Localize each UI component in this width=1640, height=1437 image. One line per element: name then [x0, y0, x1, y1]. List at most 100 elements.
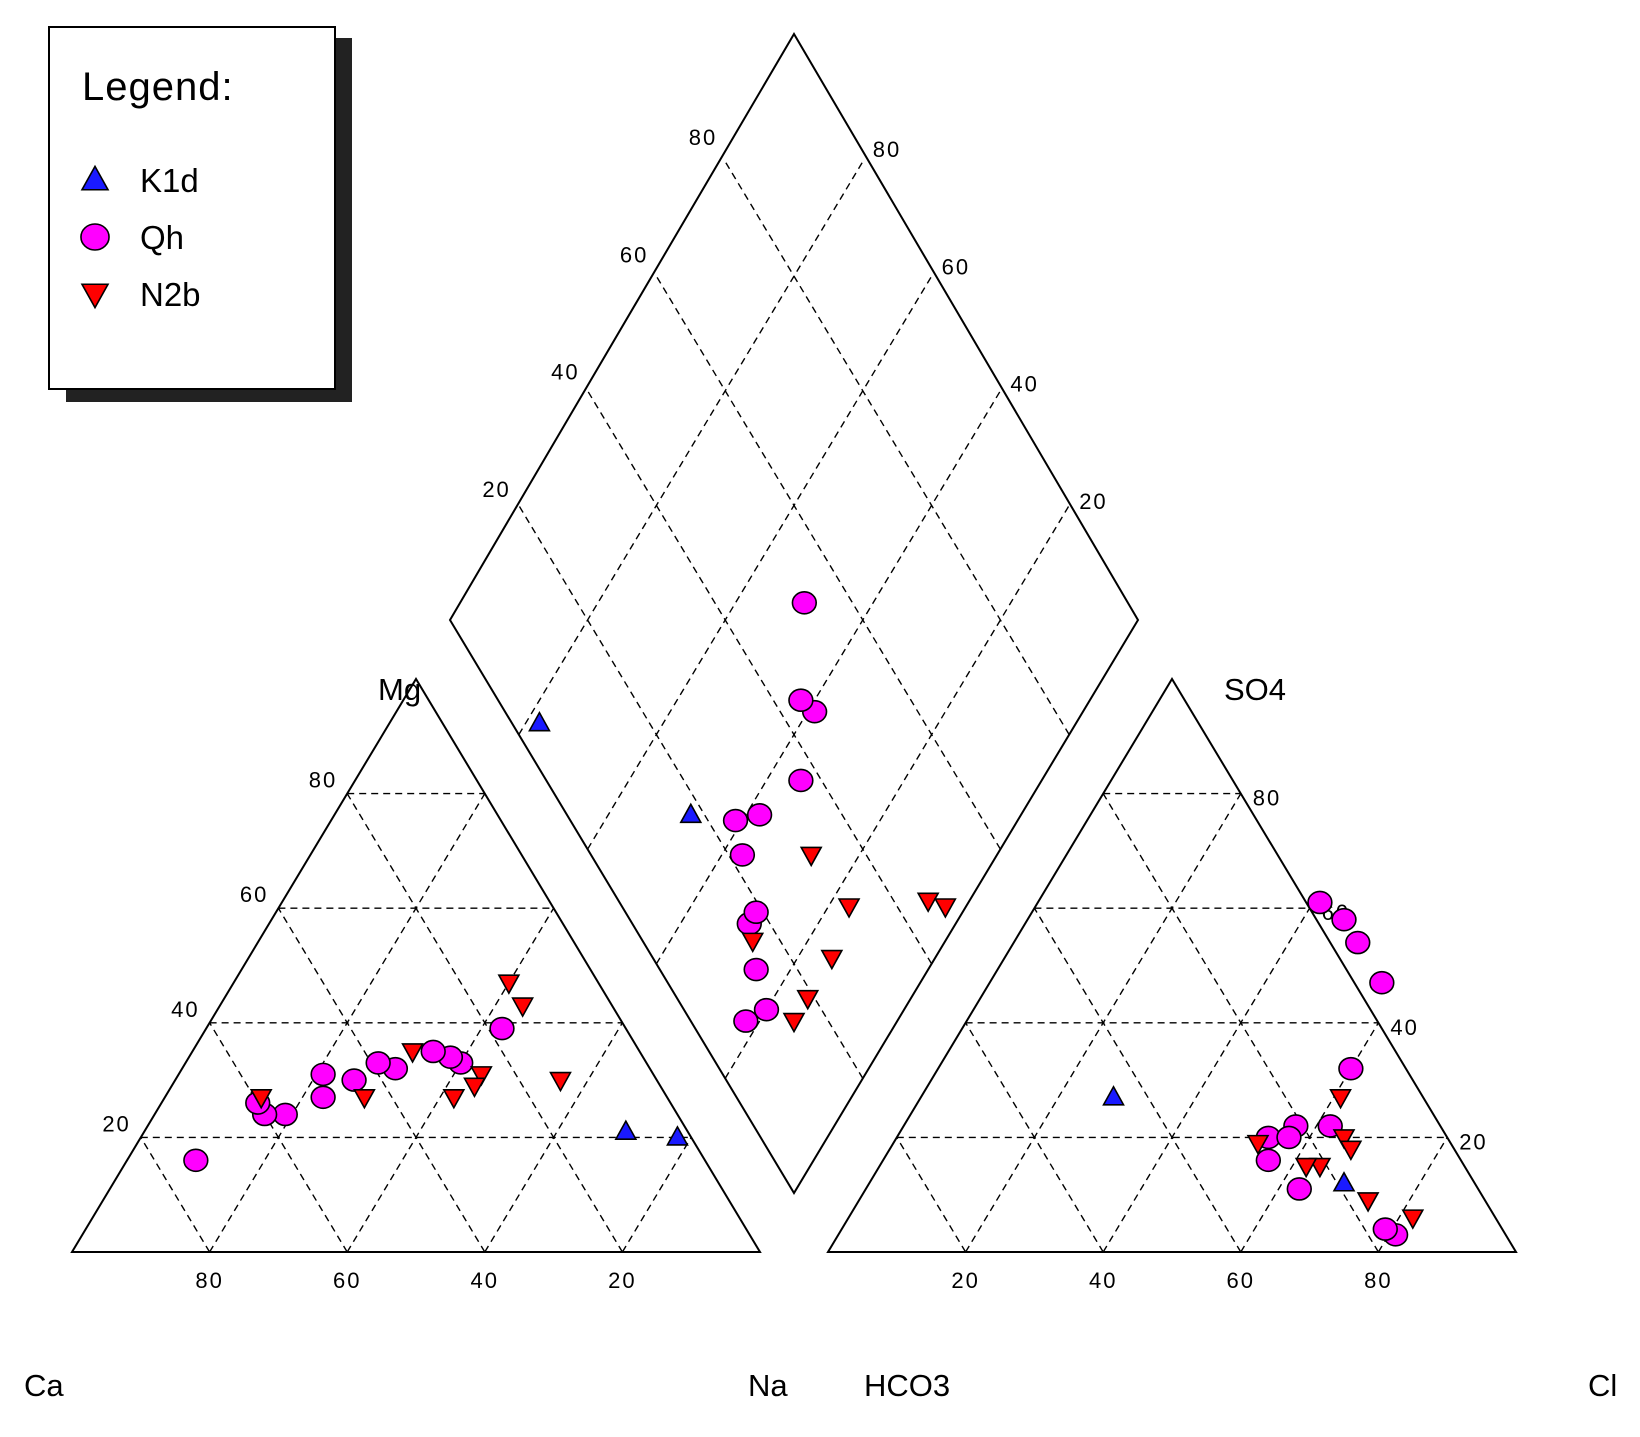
cation-point — [353, 1088, 376, 1110]
cation-point — [442, 1088, 466, 1110]
diamond-grid-line — [655, 390, 1002, 965]
diamond-right-tick: 40 — [1010, 372, 1038, 397]
cation-point — [666, 1125, 689, 1146]
diamond-left-tick: 20 — [482, 477, 510, 502]
diamond-grid-line — [586, 275, 933, 850]
diamond-point — [722, 808, 749, 833]
diamond-grid-line — [724, 161, 1070, 735]
axis-label-na: Na — [748, 1368, 788, 1403]
cation-grid-line — [484, 1022, 624, 1253]
anion-point — [1255, 1148, 1281, 1173]
cation-point — [310, 1085, 336, 1110]
anion-point — [1339, 1140, 1363, 1162]
anion-point — [1307, 890, 1333, 915]
diamond-point — [679, 802, 703, 824]
legend-title: Legend: — [82, 65, 234, 109]
series-N2b — [249, 846, 1425, 1230]
axis-labels: Mg Ca Na SO4 HCO3 Cl — [24, 672, 1617, 1403]
cation-left-tick: 20 — [102, 1111, 130, 1136]
cation-bottom-tick: 40 — [471, 1268, 499, 1293]
diamond-point — [782, 1012, 806, 1034]
cation-left-tick: 80 — [309, 768, 337, 793]
anion-grid-line — [964, 1022, 1104, 1253]
cation-point — [310, 1062, 336, 1087]
anion-point — [1356, 1192, 1380, 1213]
cation-grid-line — [140, 1137, 211, 1253]
axis-label-so4: SO4 — [1224, 672, 1286, 707]
cation-grid-line — [277, 907, 486, 1253]
anion-grid-line — [1377, 1137, 1448, 1253]
diamond-grid-line — [518, 161, 864, 735]
anion-point — [1332, 1171, 1356, 1192]
diamond-point — [743, 957, 769, 982]
diamond-left-tick: 60 — [620, 242, 648, 267]
diamond-point — [733, 1009, 759, 1033]
diamond-field — [448, 32, 1140, 1195]
diamond-point — [743, 900, 769, 925]
cation-left-tick: 60 — [240, 882, 268, 907]
anion-grid-line — [1102, 907, 1311, 1253]
diamond-point — [753, 997, 780, 1022]
diamond-left-tick: 80 — [689, 125, 717, 150]
legend-label: Qh — [140, 219, 184, 256]
cation-point — [549, 1071, 572, 1093]
cation-point — [489, 1016, 515, 1041]
diamond-point — [820, 949, 844, 971]
diamond-point — [788, 688, 814, 713]
anion-point — [1345, 930, 1371, 955]
axis-label-mg: Mg — [378, 672, 421, 707]
cation-left-tick: 40 — [171, 997, 199, 1022]
anion-point — [1338, 1056, 1364, 1081]
anion-point — [1246, 1134, 1270, 1156]
anion-triangle — [826, 677, 1518, 1253]
axis-label-hco3: HCO3 — [864, 1368, 950, 1403]
anion-bottom-tick: 40 — [1089, 1268, 1117, 1293]
frame-layer — [70, 32, 1518, 1253]
legend: Legend: K1d Qh N2b — [48, 26, 352, 402]
cation-grid-line — [208, 1022, 348, 1253]
anion-bottom-tick: 20 — [951, 1268, 979, 1293]
diamond-point — [729, 843, 756, 867]
diamond-grid-line — [518, 505, 864, 1079]
data-points — [183, 591, 1425, 1247]
legend-entry-N2b: N2b — [80, 276, 201, 313]
diamond-point — [799, 846, 823, 868]
series-Qh — [183, 591, 1409, 1247]
anion-bottom-tick: 60 — [1227, 1268, 1255, 1293]
diamond-grid-line — [724, 505, 1070, 1079]
cation-point — [183, 1148, 209, 1173]
diamond-point — [837, 898, 861, 919]
cation-point — [249, 1088, 273, 1110]
tick-labels: 80 60 40 20 20 40 60 80 20 40 60 80 20 40 60 80 20 40 60 80… — [102, 125, 1485, 1293]
anion-point — [1102, 1085, 1125, 1106]
cation-bottom-tick: 20 — [608, 1268, 636, 1293]
series-K1d — [528, 710, 1356, 1192]
diamond-right-tick: 60 — [942, 254, 970, 279]
anion-point — [1294, 1157, 1318, 1179]
anion-grid-line — [896, 1137, 967, 1253]
anion-point — [1331, 907, 1357, 932]
diamond-point — [741, 932, 765, 954]
anion-point — [1329, 1088, 1352, 1110]
diamond-point — [916, 892, 940, 913]
diamond-point — [788, 768, 814, 793]
diamond-left-tick: 40 — [551, 360, 579, 385]
cation-point — [341, 1068, 367, 1092]
cation-grid-line — [346, 907, 555, 1253]
cation-point — [420, 1039, 446, 1064]
anion-right-tick: 40 — [1390, 1015, 1418, 1040]
cation-triangle — [70, 677, 762, 1253]
axis-label-cl: Cl — [1588, 1368, 1617, 1403]
legend-entry-K1d: K1d — [80, 162, 199, 199]
diamond-point — [791, 591, 818, 615]
diamond-point — [528, 710, 551, 732]
cation-grid-line — [621, 1137, 692, 1253]
anion-point — [1369, 970, 1395, 995]
legend-entry-Qh: Qh — [80, 219, 184, 256]
anion-point — [1332, 1129, 1356, 1150]
legend-box — [48, 26, 336, 390]
diamond-point — [934, 898, 957, 919]
diamond-point — [796, 989, 820, 1011]
cation-point — [497, 974, 521, 995]
